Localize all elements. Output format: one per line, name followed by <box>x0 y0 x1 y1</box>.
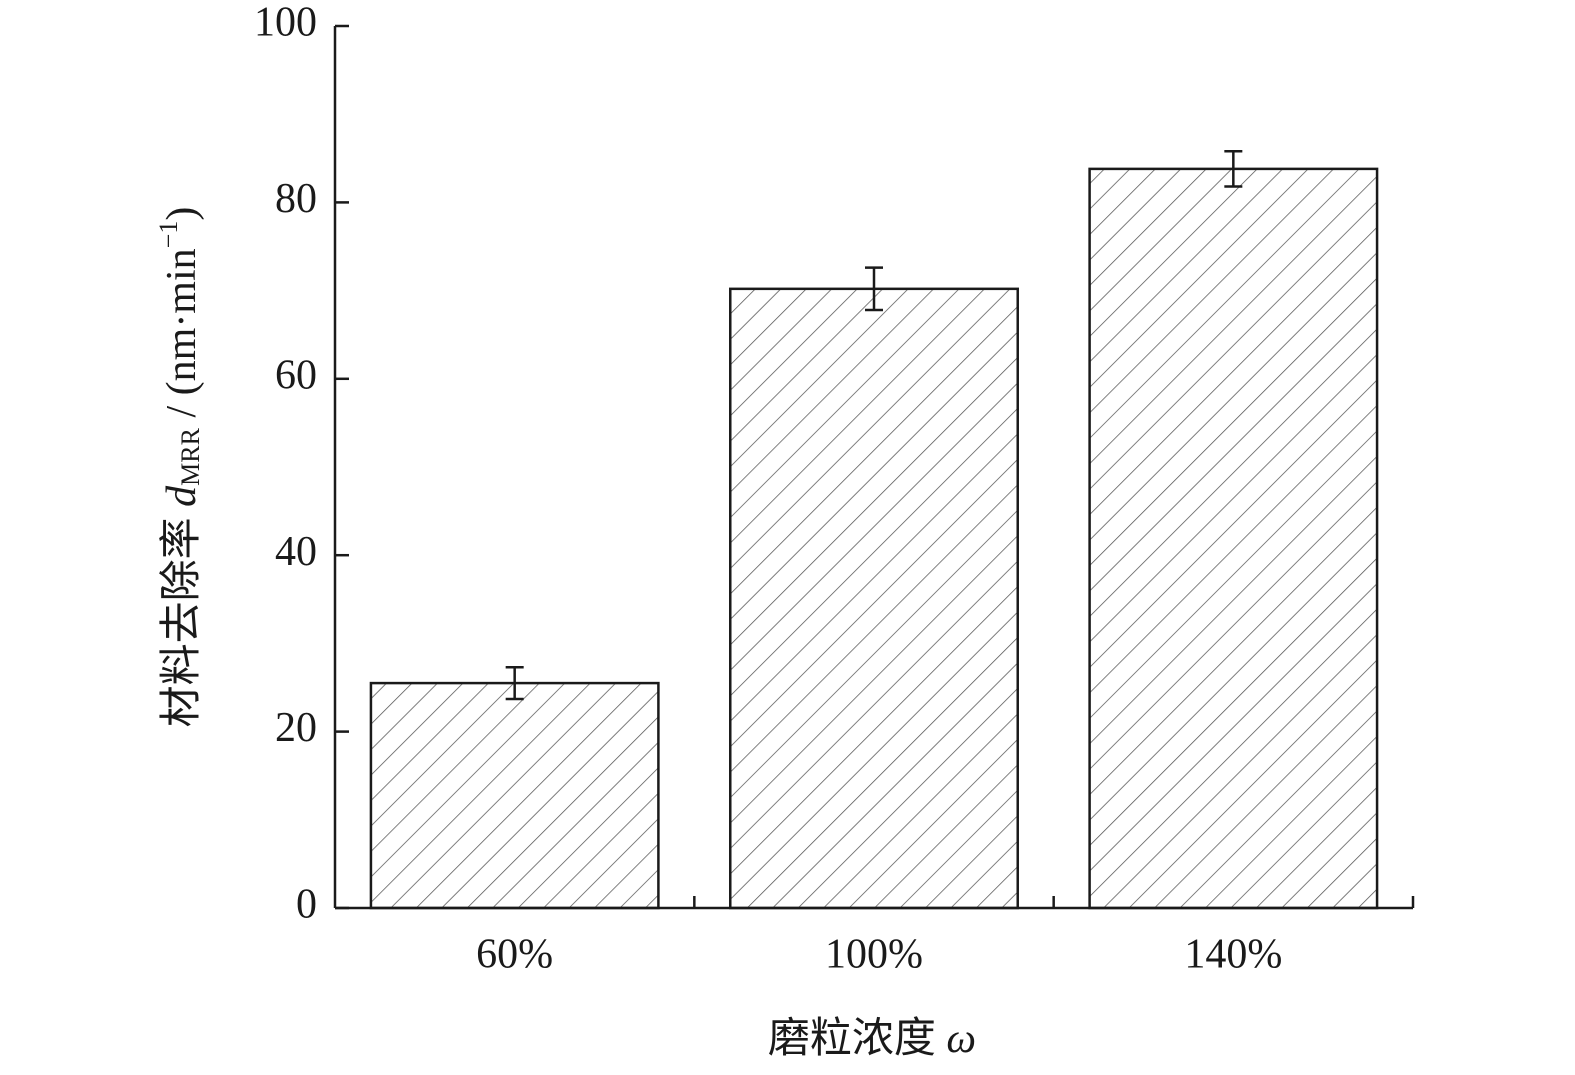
x-tick-label: 60% <box>476 932 553 978</box>
y-axis-label: 材料去除率 dMRR / (nm·min−1) <box>154 207 205 728</box>
y-label-symbol: d <box>159 485 205 507</box>
y-tick-label: 40 <box>275 529 317 575</box>
error-bar <box>505 665 524 701</box>
y-label-superscript: −1 <box>154 221 183 249</box>
error-bar <box>865 266 883 312</box>
x-label-symbol: ω <box>946 1016 976 1062</box>
y-label-subscript: MRR <box>176 427 205 485</box>
x-tick-label: 100% <box>825 932 923 978</box>
y-tick-label: 0 <box>296 882 317 928</box>
error-bar <box>1224 149 1243 188</box>
y-label-text: 材料去除率 <box>158 507 205 728</box>
bar <box>369 681 660 910</box>
y-tick-label: 60 <box>275 352 317 398</box>
y-tick-label: 80 <box>275 176 317 222</box>
y-label-unit: / (nm·min <box>159 248 205 428</box>
x-axis-label: 磨粒浓度 ω <box>768 1016 976 1062</box>
bar <box>729 287 1019 910</box>
bar <box>1088 167 1379 910</box>
x-tick-label: 140% <box>1184 932 1282 978</box>
y-tick-label: 100 <box>254 0 317 46</box>
y-label-close: ) <box>159 207 205 221</box>
x-label-text: 磨粒浓度 <box>768 1016 947 1062</box>
y-tick-label: 20 <box>275 705 317 751</box>
